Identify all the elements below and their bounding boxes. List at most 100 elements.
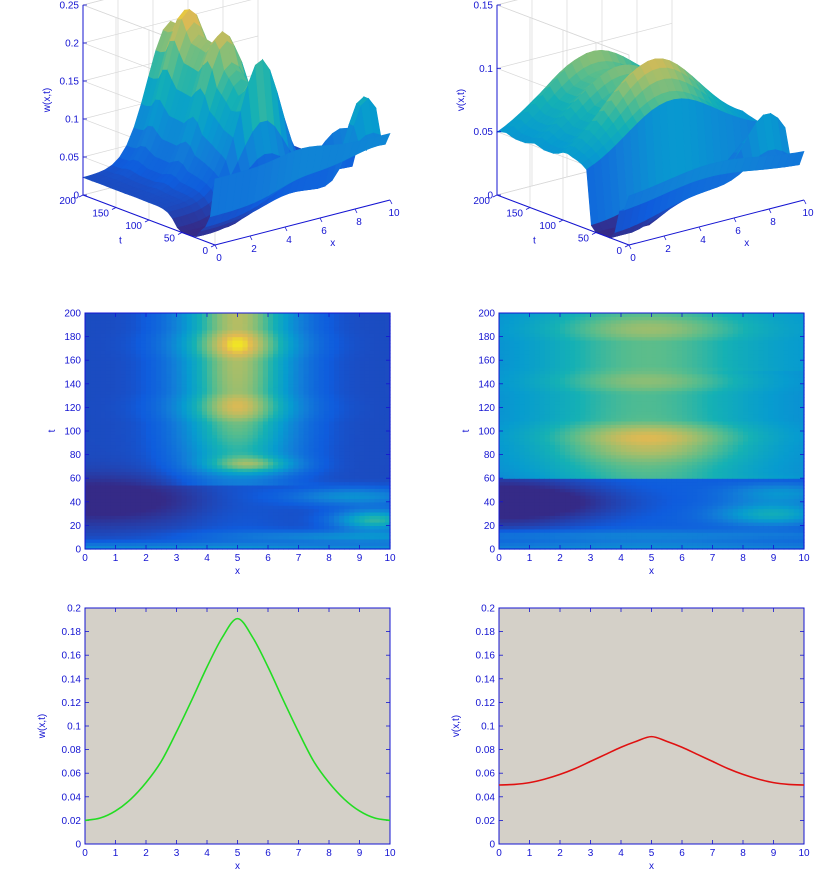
heatmap-cell: [166, 360, 173, 365]
heatmap-cell: [212, 336, 218, 341]
heatmap-cell: [257, 360, 264, 365]
heatmap-cell: [268, 451, 274, 456]
heatmap-cell: [329, 353, 335, 358]
heatmap-cell: [278, 451, 284, 456]
heatmap-cell: [278, 538, 284, 543]
heatmap-cell: [181, 532, 188, 537]
surface-patch: [377, 132, 391, 147]
heatmap-cell: [196, 542, 203, 547]
heatmap-cell: [125, 393, 132, 398]
heatmap-cell: [293, 360, 300, 365]
heatmap-cell: [166, 370, 173, 375]
heatmap-cell: [125, 427, 132, 432]
heatmap-cell: [262, 447, 269, 452]
heatmap-cell: [105, 535, 112, 540]
heatmap-cell: [268, 437, 274, 442]
heatmap-cell: [293, 518, 300, 523]
heatmap-cell: [105, 474, 112, 479]
heatmap-cell: [257, 336, 264, 341]
heatmap-cell: [186, 451, 193, 456]
z-tick-label: 0.25: [60, 1, 80, 12]
heatmap-cell: [156, 478, 162, 483]
heatmap-cell: [283, 373, 289, 378]
heatmap-cell: [151, 326, 157, 331]
heatmap-cell: [181, 542, 188, 547]
heatmap-cell: [140, 535, 147, 540]
heatmap-cell: [283, 498, 289, 503]
heatmap-cell: [151, 407, 157, 412]
heatmap-cell: [283, 380, 289, 385]
heatmap-cell: [151, 505, 157, 510]
heatmap-cell: [237, 316, 244, 321]
heatmap-cell: [125, 444, 132, 449]
heatmap-cell: [95, 414, 101, 419]
heatmap-cell: [105, 522, 112, 526]
heatmap-cell: [318, 542, 325, 547]
heatmap-cell: [130, 319, 137, 324]
heatmap-cell: [257, 481, 264, 486]
heatmap-cell: [196, 461, 203, 466]
heatmap-cell: [323, 329, 330, 334]
heatmap-cell: [237, 410, 244, 415]
heatmap-cell: [237, 313, 244, 317]
heatmap-cell: [95, 441, 101, 446]
heatmap-cell: [100, 542, 106, 547]
heatmap-cell: [242, 366, 249, 371]
heatmap-cell: [135, 377, 142, 382]
heatmap-cell: [262, 326, 269, 331]
heatmap-cell: [257, 518, 264, 523]
heatmap-cell: [273, 400, 279, 405]
heatmap-cell: [130, 508, 137, 513]
heatmap-cell: [201, 417, 208, 422]
heatmap-cell: [283, 532, 289, 537]
heatmap-cell: [135, 461, 142, 466]
heatmap-cell: [257, 434, 264, 439]
heatmap-cell: [247, 471, 254, 476]
heatmap-cell: [308, 437, 315, 442]
heatmap-cell: [227, 356, 234, 361]
heatmap-cell: [135, 417, 142, 422]
heatmap-cell: [100, 468, 106, 473]
heatmap-cell: [110, 356, 117, 361]
heatmap-cell: [293, 535, 300, 540]
heatmap-cell: [171, 390, 178, 395]
heatmap-cell: [283, 461, 289, 466]
heatmap-cell: [283, 457, 289, 462]
heatmap-cell: [283, 468, 289, 473]
heatmap-cell: [329, 380, 335, 385]
heatmap-cell: [135, 498, 142, 503]
heatmap-cell: [298, 545, 305, 550]
heatmap-cell: [115, 353, 122, 358]
heatmap-cell: [313, 447, 320, 452]
heatmap-cell: [125, 417, 132, 422]
heatmap-cell: [110, 380, 117, 385]
heatmap-cell: [181, 370, 188, 375]
heatmap-cell: [151, 542, 157, 547]
heatmap-cell: [100, 383, 106, 388]
heatmap-cell: [146, 542, 152, 547]
heatmap-cell: [303, 511, 310, 516]
heatmap-cell: [196, 447, 203, 452]
heatmap-cell: [207, 528, 213, 533]
heatmap-cell: [217, 447, 223, 452]
heatmap-cell: [100, 461, 106, 466]
heatmap-cell: [135, 522, 142, 526]
heatmap-cell: [105, 383, 112, 388]
heatmap-cell: [334, 323, 340, 328]
heatmap-cell: [196, 346, 203, 351]
heatmap-cell: [313, 420, 320, 425]
heatmap-cell: [232, 343, 239, 348]
heatmap-cell: [217, 339, 223, 344]
heatmap-cell: [90, 474, 96, 479]
heatmap-cell: [166, 339, 173, 344]
heatmap-cell: [212, 346, 218, 351]
heatmap-cell: [212, 532, 218, 537]
heatmap-cell: [298, 532, 305, 537]
heatmap-cell: [217, 414, 223, 419]
x-tick-label: 2: [665, 244, 671, 255]
heatmap-cell: [186, 434, 193, 439]
heatmap-cell: [196, 511, 203, 516]
heatmap-cell: [151, 501, 157, 506]
heatmap-cell: [176, 326, 183, 331]
heatmap-cell: [247, 356, 254, 361]
